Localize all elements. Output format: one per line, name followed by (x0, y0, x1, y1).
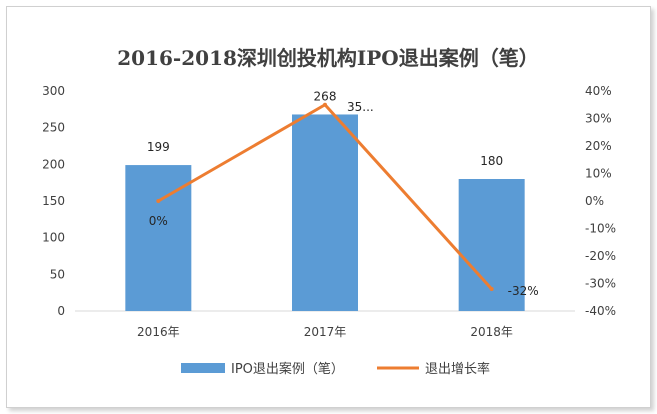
bar-data-label: 268 (314, 89, 337, 103)
bar-data-label: 199 (147, 140, 170, 154)
line-series (156, 102, 494, 291)
line-data-label: 35... (347, 100, 374, 114)
combo-chart: 2016-2018深圳创投机构IPO退出案例（笔） 0 50 100 150 200 25… (42, 46, 616, 377)
y-left-tick-label: 300 (42, 84, 65, 98)
y-right-tick-label: -40% (585, 304, 616, 318)
legend-swatch-bar (181, 363, 225, 373)
chart-frame: 2016-2018深圳创投机构IPO退出案例（笔） 0 50 100 150 200 25… (6, 6, 651, 408)
y-right-tick-label: 40% (585, 84, 612, 98)
y-left-tick-label: 50 (50, 267, 65, 281)
line-data-label: -32% (508, 284, 539, 298)
y-right-tick-label: -20% (585, 249, 616, 263)
y-left-tick-label: 200 (42, 157, 65, 171)
y-right-tick-label: -10% (585, 222, 616, 236)
y-right-tick-label: 30% (585, 112, 612, 126)
legend-label-line: 退出增长率 (425, 361, 490, 377)
y-right-tick-label: -30% (585, 277, 616, 291)
x-tick-label: 2018年 (470, 325, 513, 339)
y-left-tick-label: 0 (57, 304, 65, 318)
line-point (489, 287, 494, 291)
data-labels: 199 268 180 0% 35... -32% (147, 89, 539, 298)
legend: IPO退出案例（笔） 退出增长率 (181, 361, 490, 377)
line-point (156, 199, 161, 203)
y-right-tick-label: 0% (585, 194, 604, 208)
line-data-label: 0% (149, 214, 168, 228)
y-left-tick-label: 100 (42, 231, 65, 245)
x-tick-label: 2017年 (304, 325, 347, 339)
y-left-tick-label: 150 (42, 194, 65, 208)
y-right-tick-label: 20% (585, 139, 612, 153)
bar-series (125, 114, 525, 311)
x-tick-label: 2016年 (137, 325, 180, 339)
chart-title: 2016-2018深圳创投机构IPO退出案例（笔） (117, 46, 538, 70)
y-left-tick-label: 250 (42, 121, 65, 135)
bar (292, 114, 358, 311)
line-point (323, 102, 327, 107)
legend-label-bar: IPO退出案例（笔） (231, 361, 344, 377)
bar-data-label: 180 (480, 154, 503, 168)
axes: 0 50 100 150 200 250 300 -40% -30% -20% -10% 0% 10% 2… (42, 84, 616, 339)
y-right-tick-label: 10% (585, 167, 612, 181)
